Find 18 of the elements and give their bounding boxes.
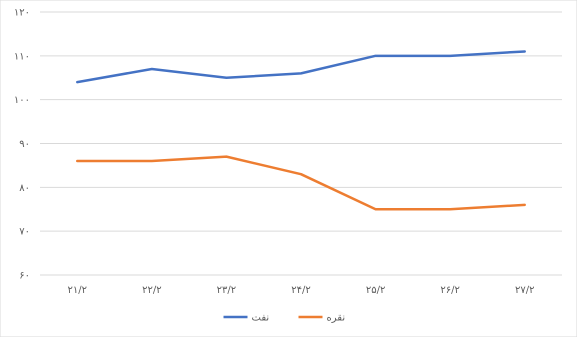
x-tick-label: ۲۳/۲ — [216, 285, 236, 296]
x-tick-label: ۲۷/۲ — [514, 285, 534, 296]
y-tick-label: ۱۱۰ — [14, 51, 30, 62]
x-tick-label: ۲۱/۲ — [68, 285, 88, 296]
line-series — [76, 155, 526, 210]
y-tick-label: ۱۰۰ — [14, 95, 30, 106]
line-series — [76, 50, 526, 84]
x-tick-label: ۲۶/۲ — [440, 285, 460, 296]
legend-label: نفت — [252, 312, 270, 324]
x-tick-label: ۲۴/۲ — [291, 285, 311, 296]
x-tick-label: ۲۲/۲ — [142, 285, 162, 296]
legend-label: نقره — [326, 312, 346, 324]
y-tick-label: ۷۰ — [19, 226, 30, 238]
y-tick-label: ۶۰ — [19, 270, 30, 282]
y-tick-label: ۹۰ — [19, 139, 30, 150]
x-tick-label: ۲۵/۲ — [366, 285, 386, 296]
y-tick-label: ۸۰ — [19, 182, 30, 194]
y-tick-label: ۱۲۰ — [14, 8, 30, 18]
